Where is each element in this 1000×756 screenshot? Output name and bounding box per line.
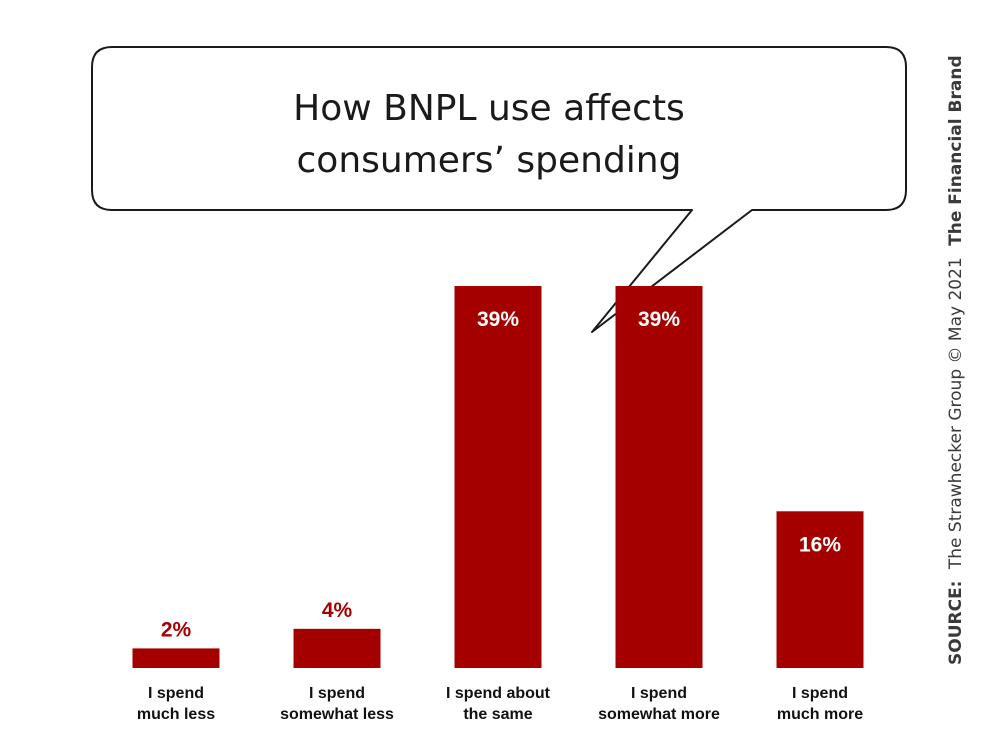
- value-label-0: 2%: [161, 618, 192, 641]
- category-label-1-line-1: somewhat less: [280, 706, 394, 723]
- bars-group: [132, 286, 864, 668]
- category-labels-group: I spend much less I spend somewhat less I sp…: [137, 685, 863, 723]
- bar-3: [615, 286, 703, 668]
- value-label-3: 39%: [638, 308, 680, 331]
- category-label-1-line-0: I spend: [309, 685, 365, 702]
- category-label-3-line-1: somewhat more: [598, 706, 720, 723]
- value-label-2: 39%: [477, 308, 519, 331]
- bar-4: [776, 511, 864, 668]
- category-label-2-line-0: I spend about: [446, 685, 551, 702]
- bar-2: [454, 286, 542, 668]
- category-label-2-line-1: the same: [463, 706, 532, 723]
- source-credit: SOURCE: The Strawhecker Group © May 2021…: [946, 55, 966, 665]
- speech-bubble: [91, 46, 907, 333]
- source-prefix: SOURCE:: [946, 581, 966, 665]
- source-brand: The Financial Brand: [946, 55, 966, 245]
- chart-title-line-2: consumers’ spending: [297, 140, 682, 181]
- category-label-4-line-0: I spend: [792, 685, 848, 702]
- value-label-1: 4%: [322, 599, 353, 622]
- category-label-0-line-1: much less: [137, 706, 215, 723]
- category-label-4-line-1: much more: [777, 706, 863, 723]
- value-label-4: 16%: [799, 533, 841, 556]
- bar-0: [132, 648, 220, 668]
- value-labels-group: 2% 4% 39% 39% 16%: [161, 308, 842, 641]
- bar-1: [293, 628, 381, 668]
- source-text: The Strawhecker Group © May 2021: [946, 257, 966, 570]
- category-label-0-line-0: I spend: [148, 685, 204, 702]
- category-label-3-line-0: I spend: [631, 685, 687, 702]
- chart-title-line-1: How BNPL use affects: [293, 88, 685, 129]
